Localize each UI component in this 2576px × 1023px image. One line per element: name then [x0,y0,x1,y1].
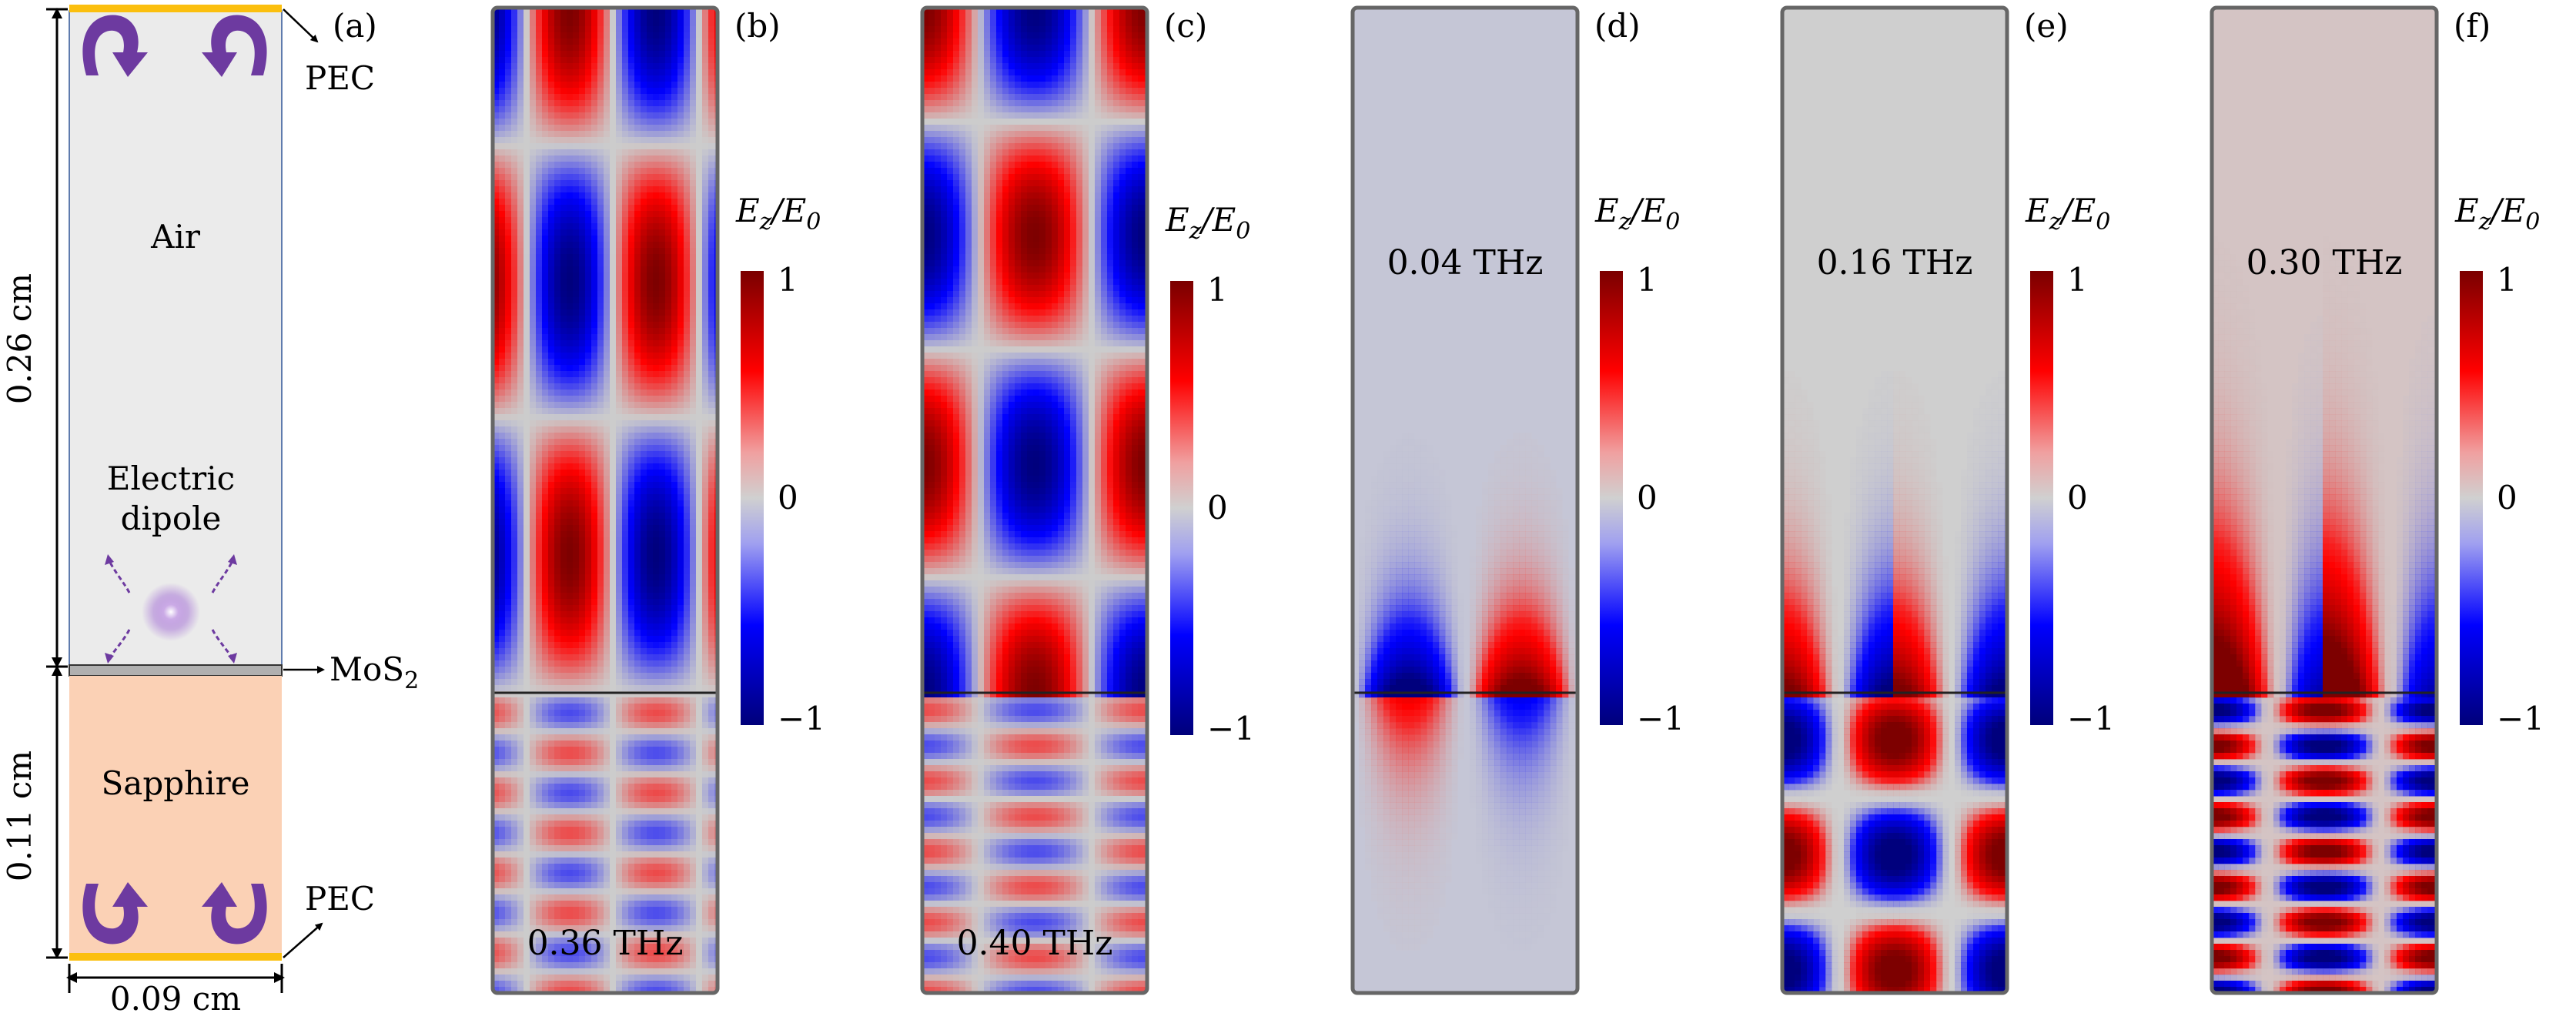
field-map [1353,8,1577,993]
panel-frame [1350,5,1580,995]
panel-frame [1780,5,2009,995]
air-label: Air [150,218,201,256]
field-map [1782,8,2007,993]
colorbar-tick-max: 1 [2067,261,2088,299]
colorbar-tick-min: −1 [1207,710,1255,747]
field-map [493,8,718,993]
frequency-label: 0.30 THz [2246,243,2403,282]
field-panels: (b) 0.36 THz Ez/E0 1 0 −1 (c) 0.40 THz Ez/E0 1 0 −1… [490,5,2544,995]
colorbar-tick-min: −1 [2497,700,2544,737]
colorbar-title: Ez/E0 [1165,201,1250,245]
mos2-layer [69,665,282,676]
panel-label: (c) [1164,7,1207,45]
sapphire-label: Sapphire [102,764,250,802]
colorbar-tick-min: −1 [778,700,825,737]
panel-frame [2210,5,2439,995]
field-map [2212,8,2437,993]
panel-label: (f) [2454,7,2491,45]
colorbar [2460,271,2483,725]
colorbar-tick-mid: 0 [1637,479,1658,517]
air-region [69,10,283,666]
colorbar-tick-mid: 0 [778,479,798,517]
dim-sub-height: 0.11 cm [1,751,38,881]
colorbar-tick-mid: 0 [2067,479,2088,517]
panel-d: (d) 0.04 THz Ez/E0 1 0 −1 [1350,5,1684,995]
dipole-label-1: Electric [107,460,235,497]
pec-top [69,5,282,12]
panel-frame [490,5,720,995]
colorbar-tick-mid: 0 [1207,489,1228,527]
panel-b: (b) 0.36 THz Ez/E0 1 0 −1 [490,5,825,995]
colorbar-tick-max: 1 [2497,261,2517,299]
colorbar-title: Ez/E0 [735,192,821,236]
panel-label: (e) [2024,7,2069,45]
colorbar [1600,271,1623,725]
panel-a: Air Electric dipole Sapphire (a) PEC PEC… [1,5,419,1018]
panel-e: (e) 0.16 THz Ez/E0 1 0 −1 [1780,5,2115,995]
reflection-arrow-icon [82,15,267,944]
panel-c: (c) 0.40 THz Ez/E0 1 0 −1 [920,5,1255,995]
colorbar-title: Ez/E0 [2025,192,2110,236]
colorbar-tick-min: −1 [1637,700,1684,737]
panel-f: (f) 0.30 THz Ez/E0 1 0 −1 [2210,5,2544,995]
frequency-label: 0.40 THz [957,924,1113,963]
pec-bottom [69,953,282,961]
frequency-label: 0.04 THz [1387,243,1544,282]
pec-bottom-label: PEC [305,880,375,918]
colorbar-tick-mid: 0 [2497,479,2517,517]
frequency-label: 0.36 THz [527,924,684,963]
colorbar [741,271,764,725]
panel-label: (d) [1594,7,1641,45]
colorbar-tick-max: 1 [778,261,798,299]
colorbar-title: Ez/E0 [2454,192,2540,236]
pec-top-label: PEC [305,59,375,97]
colorbar-title: Ez/E0 [1594,192,1680,236]
colorbar-tick-max: 1 [1637,261,1658,299]
colorbar-tick-min: −1 [2067,700,2115,737]
colorbar [2030,271,2053,725]
panel-a-label: (a) [333,7,377,45]
mos2-label: MoS2 [330,650,419,694]
panel-label: (b) [734,7,781,45]
colorbar-tick-max: 1 [1207,271,1228,309]
dipole-source-icon [105,554,237,664]
dipole-label-2: dipole [121,500,222,537]
dim-air-height: 0.26 cm [1,273,38,404]
dim-width: 0.09 cm [110,980,241,1018]
panel-frame [920,5,1149,995]
frequency-label: 0.16 THz [1817,243,1973,282]
field-map [922,8,1147,993]
sapphire-region [69,676,282,954]
colorbar [1170,281,1193,735]
